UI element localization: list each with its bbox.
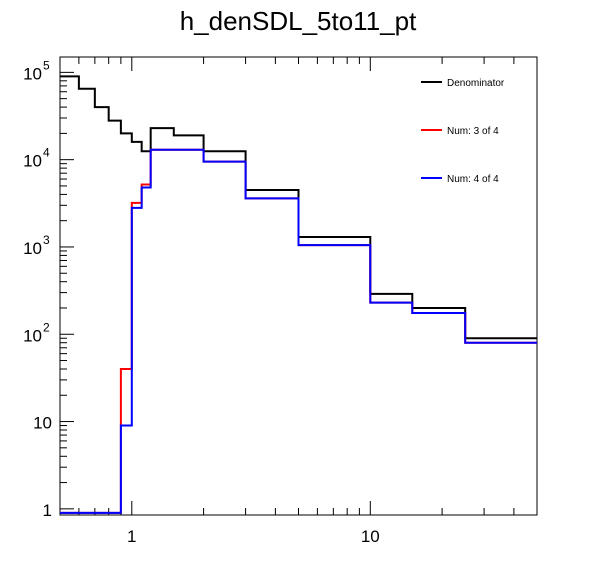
y-tick-exponent: 2 [43, 320, 50, 334]
y-tick-exponent: 4 [43, 146, 50, 160]
series-line-2 [60, 148, 537, 514]
y-tick-label: 10 [33, 414, 52, 433]
series-line-0 [60, 75, 537, 340]
y-tick-exponent: 5 [43, 58, 50, 72]
x-tick-label: 1 [127, 527, 136, 546]
y-tick-exponent: 3 [43, 233, 50, 247]
y-tick-label: 10 [23, 326, 42, 345]
legend-label: Denominator [447, 78, 505, 89]
legend: Denominator Num: 3 of 4 Num: 4 of 4 [421, 78, 505, 185]
legend-label: Num: 3 of 4 [447, 126, 499, 137]
x-tick-label: 10 [361, 527, 380, 546]
legend-label: Num: 4 of 4 [447, 174, 499, 185]
series-group [60, 75, 537, 514]
y-tick-label: 10 [23, 152, 42, 171]
y-tick-label: 1 [43, 501, 52, 520]
y-tick-label: 10 [23, 64, 42, 83]
x-axis-ticks: 1 10 [59, 57, 538, 546]
y-tick-label: 10 [23, 239, 42, 258]
chart-title: h_denSDL_5to11_pt [180, 6, 417, 36]
